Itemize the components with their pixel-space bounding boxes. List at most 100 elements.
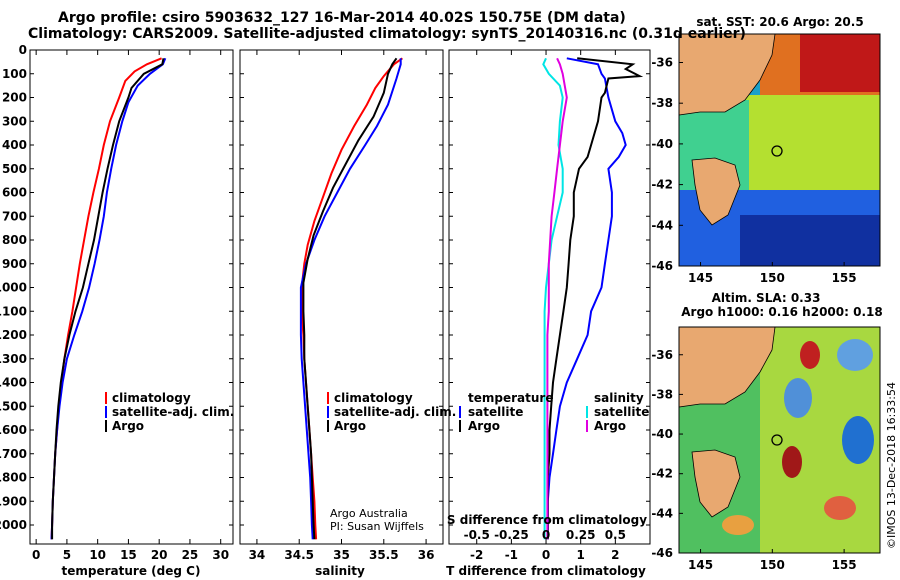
lat-tick-label: -36 <box>651 55 673 69</box>
series-salinity-satellite-adj-clim- <box>299 58 402 540</box>
secondary-x-tick-label: -0.5 <box>464 528 490 542</box>
legend-s-argo: Argo <box>594 419 626 433</box>
x-tick-label: 1 <box>577 548 585 562</box>
x-tick-label: 15 <box>120 548 137 562</box>
x-tick-label: 5 <box>63 548 71 562</box>
depth-tick-label: 1400 <box>0 376 27 390</box>
temperature-xlabel: temperature (deg C) <box>62 564 201 578</box>
x-tick-label: 30 <box>212 548 229 562</box>
depth-tick-label: 1800 <box>0 471 27 485</box>
depth-tick-label: 0 <box>19 43 27 57</box>
depth-tick-label: 1100 <box>0 304 27 318</box>
salinity-xlabel: salinity <box>315 564 365 578</box>
depth-tick-label: 1000 <box>0 281 27 295</box>
series-temperature-argo <box>51 58 165 540</box>
depth-tick-label: 100 <box>2 67 27 81</box>
sla-high-1 <box>800 341 820 369</box>
depth-tick-label: 900 <box>2 257 27 271</box>
series-layer <box>50 57 644 540</box>
lat-tick-label: -44 <box>651 506 673 520</box>
sla-map-title-1: Altim. SLA: 0.33 <box>712 291 821 305</box>
secondary-x-tick-label: 0.25 <box>566 528 596 542</box>
salinity-legend: climatology satellite-adj. clim. Argo <box>327 391 456 433</box>
sla-low-3 <box>842 416 874 464</box>
legend-argo: Argo <box>334 419 366 433</box>
lat-tick-label: -38 <box>651 96 673 110</box>
legend-satellite-adj: satellite-adj. clim. <box>112 405 234 419</box>
x-tick-label: 20 <box>151 548 168 562</box>
sla-land-tasmania <box>691 449 741 518</box>
imos-stamp: ©IMOS 13-Dec-2018 16:33:54 <box>885 382 898 549</box>
series-difference-t-satellite <box>546 57 627 540</box>
lon-tick-label: 150 <box>760 558 785 572</box>
lon-tick-label: 155 <box>832 271 857 285</box>
figure-title-line2: Climatology: CARS2009. Satellite-adjuste… <box>28 26 746 42</box>
legend-heading-temperature: temperature <box>468 391 553 405</box>
x-tick-label: -1 <box>505 548 518 562</box>
lat-tick-label: -46 <box>651 546 673 560</box>
difference-xlabel: T difference from climatology <box>446 564 646 578</box>
sla-high-3 <box>824 496 856 520</box>
x-tick-label: 35.5 <box>369 548 399 562</box>
difference-legend-salinity: salinity satellite Argo <box>586 391 649 433</box>
sst-land-mainland <box>678 33 776 116</box>
series-difference-s-satellite <box>542 57 564 540</box>
lon-tick-label: 150 <box>760 271 785 285</box>
sla-land-mainland <box>678 326 776 408</box>
depth-tick-label: 1300 <box>0 352 27 366</box>
sst-hot-region <box>800 34 880 92</box>
x-tick-label: -2 <box>470 548 483 562</box>
legend-climatology: climatology <box>112 391 191 405</box>
lat-tick-label: -46 <box>651 259 673 273</box>
sst-land-tasmania <box>691 157 741 226</box>
depth-tick-label: 2000 <box>0 518 27 532</box>
depth-tick-label: 1200 <box>0 328 27 342</box>
sla-low-1 <box>837 339 873 371</box>
x-tick-label: 0 <box>32 548 40 562</box>
lat-tick-label: -42 <box>651 178 673 192</box>
sla-map <box>678 326 881 554</box>
sst-mid-region <box>740 95 880 190</box>
secondary-xlabel: S difference from climatology <box>447 513 647 527</box>
depth-tick-label: 200 <box>2 91 27 105</box>
sst-cold-region <box>740 215 880 266</box>
depth-tick-label: 1700 <box>0 447 27 461</box>
secondary-x-tick-label: 0.5 <box>605 528 626 542</box>
legend-argo: Argo <box>112 419 144 433</box>
series-difference-s-argo <box>546 57 568 540</box>
sla-float-marker <box>771 434 783 446</box>
credit-line-1: Argo Australia <box>330 507 408 520</box>
depth-tick-label: 400 <box>2 138 27 152</box>
difference-panel <box>448 49 651 545</box>
sst-map-title: sat. SST: 20.6 Argo: 20.5 <box>696 15 863 29</box>
map-ticks: 145 150 155 -36 -38 -40 -42 -44 -46 145 150 155 -36 -… <box>651 55 856 572</box>
series-temperature-climatology <box>50 57 162 540</box>
x-tick-label: 36 <box>418 548 435 562</box>
lon-tick-label: 145 <box>688 271 713 285</box>
depth-tick-label: 700 <box>2 209 27 223</box>
depth-axis-labels: 0 100 200 300 400 500 600 700 800 900 1000 1100 1200… <box>0 43 27 532</box>
series-salinity-argo <box>302 57 398 540</box>
lon-tick-label: 145 <box>688 558 713 572</box>
tick-layer: 0 5 10 15 20 25 30 34 34.5 35 35.5 36 -2 -1 0 1 2 -0.5 -0.… <box>30 49 650 562</box>
secondary-x-tick-label: -0.25 <box>494 528 529 542</box>
lat-tick-label: -44 <box>651 218 673 232</box>
lat-tick-label: -40 <box>651 427 673 441</box>
sla-map-title-2: Argo h1000: 0.16 h2000: 0.18 <box>681 305 882 319</box>
depth-tick-label: 1500 <box>0 399 27 413</box>
legend-heading-salinity: salinity <box>594 391 644 405</box>
x-tick-label: 34 <box>249 548 266 562</box>
x-tick-label: 35 <box>333 548 350 562</box>
lon-tick-label: 155 <box>832 558 857 572</box>
sst-float-marker <box>771 145 783 157</box>
x-tick-label: 10 <box>89 548 106 562</box>
legend-s-satellite: satellite <box>594 405 649 419</box>
temperature-panel <box>29 49 234 545</box>
sst-map <box>678 33 881 267</box>
x-tick-label: 25 <box>182 548 199 562</box>
temperature-legend: climatology satellite-adj. clim. Argo <box>105 391 234 433</box>
x-tick-label: 2 <box>611 548 619 562</box>
series-difference-t-argo <box>546 57 644 540</box>
depth-tick-label: 1900 <box>0 494 27 508</box>
